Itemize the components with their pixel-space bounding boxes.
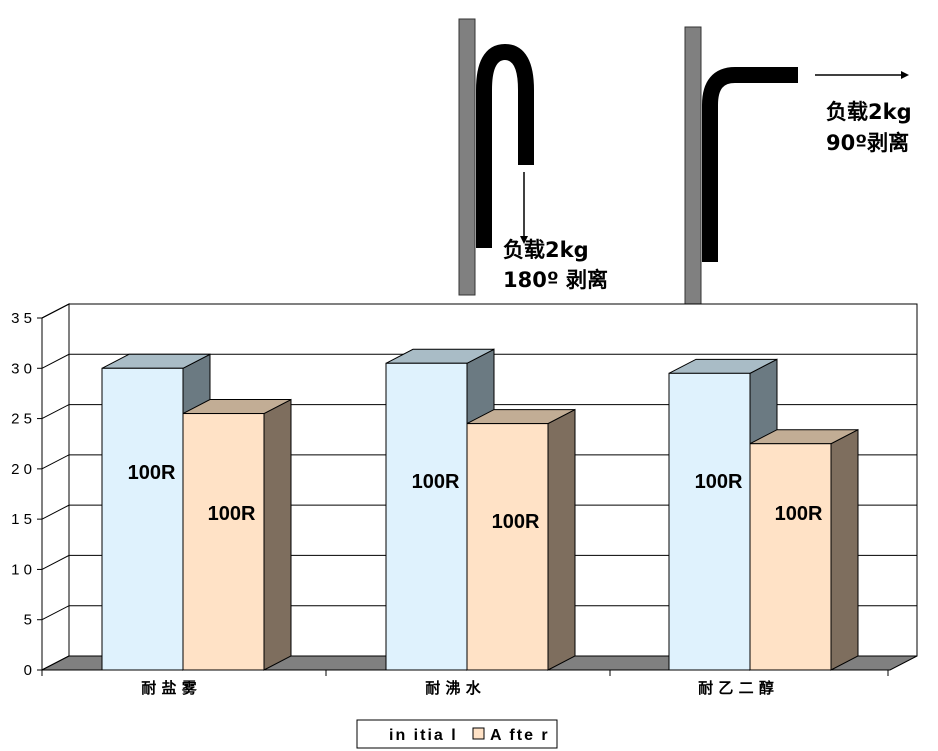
peel180-load-label: 负载2kg	[503, 238, 589, 262]
legend-swatch-after	[472, 727, 485, 740]
x-category-label: 耐 盐 雾	[141, 679, 197, 697]
bar-front	[466, 423, 549, 671]
gridline	[41, 504, 917, 520]
x-axis: 耐 盐 雾耐 沸 水耐 乙 二 醇	[41, 669, 890, 697]
y-tick-label: 0	[24, 662, 32, 679]
legend: in itia l A fte r	[356, 719, 558, 749]
bar: 100R	[466, 408, 576, 671]
bar: 100R	[668, 358, 778, 671]
bar-data-label: 100R	[208, 503, 256, 525]
gridline	[41, 554, 917, 570]
load-arrowhead-180	[520, 236, 528, 244]
gridline	[41, 353, 917, 369]
bar-data-label: 100R	[695, 471, 743, 493]
bar-data-label: 100R	[492, 511, 540, 533]
bar-front	[182, 413, 265, 671]
gridline	[41, 303, 917, 319]
bar-front	[668, 372, 751, 671]
bar-side	[547, 408, 576, 671]
bar-front	[101, 367, 184, 671]
y-tick-label: 3 5	[11, 310, 32, 327]
test-panel-90	[684, 26, 702, 306]
gridline	[41, 404, 917, 420]
bar-data-label: 100R	[775, 503, 823, 525]
x-category-label: 耐 沸 水	[425, 679, 481, 697]
tape-180-peel	[476, 43, 534, 248]
x-category-label: 耐 乙 二 醇	[698, 679, 774, 697]
y-tick-label: 2 5	[11, 411, 32, 428]
bar: 100R	[749, 428, 859, 671]
y-tick-label: 1 0	[11, 561, 32, 578]
bar: 100R	[182, 398, 292, 671]
y-tick-label: 5	[24, 612, 32, 629]
bar-data-label: 100R	[128, 462, 176, 484]
side-wall	[41, 303, 70, 671]
gridline	[41, 454, 917, 470]
legend-box	[356, 719, 558, 749]
peel90-load-label: 负载2kg	[826, 100, 912, 124]
bar-series: 100R 100R 100R 100R 100R 100R	[101, 348, 859, 671]
bar-side	[830, 428, 859, 671]
gridline	[41, 605, 917, 621]
tape-90-peel	[702, 67, 798, 262]
y-axis: 0 5 1 0 1 5 2 0 2 5 3 0 3 5	[11, 310, 43, 679]
legend-label-initial: in itia l	[389, 727, 458, 744]
peel-test-illustrations: 负载2kg 180º 剥离 负载2kg 90º剥离	[458, 18, 912, 306]
peel180-angle-label: 180º 剥离	[503, 268, 608, 292]
load-arrowhead-90	[901, 71, 909, 79]
legend-label-after: A fte r	[490, 727, 550, 744]
bar-side	[263, 398, 292, 671]
bar-front	[749, 443, 832, 671]
test-panel-180	[458, 18, 476, 296]
bar-front	[385, 362, 468, 671]
y-tick-label: 3 0	[11, 360, 32, 377]
y-tick-label: 1 5	[11, 511, 32, 528]
bar-data-label: 100R	[412, 471, 460, 493]
peel90-angle-label: 90º剥离	[826, 131, 909, 155]
y-tick-label: 2 0	[11, 461, 32, 478]
